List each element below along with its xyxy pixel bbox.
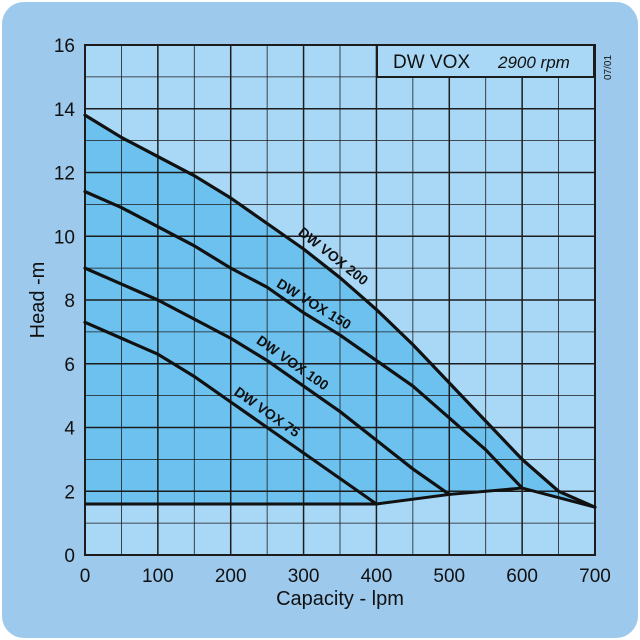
y-tick-label: 0 xyxy=(64,546,75,567)
x-tick-label: 200 xyxy=(215,566,247,587)
curve-dw-vox-100 xyxy=(83,266,451,497)
y-tick-label: 12 xyxy=(54,164,75,185)
x-tick-label: 0 xyxy=(80,566,91,587)
title-model: DW VOX xyxy=(393,52,470,73)
x-tick-label: 300 xyxy=(288,566,320,587)
y-tick-label: 14 xyxy=(54,100,76,121)
revision-code: 07/01 xyxy=(603,55,614,80)
y-axis-ticks: 0 2 4 6 8 10 12 14 16 xyxy=(54,36,76,567)
curve-dw-vox-150 xyxy=(83,190,524,490)
y-tick-label: 10 xyxy=(54,227,75,248)
y-tick-label: 4 xyxy=(64,419,75,440)
x-tick-label: 500 xyxy=(433,566,465,587)
curve-dw-vox-200 xyxy=(83,113,597,509)
x-axis-label: Capacity - lpm xyxy=(276,588,404,610)
grid-lines xyxy=(85,45,595,555)
title-box: DW VOX 2900 rpm xyxy=(376,44,595,78)
x-tick-label: 400 xyxy=(361,566,393,587)
y-tick-label: 6 xyxy=(64,355,75,376)
y-tick-label: 16 xyxy=(54,36,75,57)
title-box-frame xyxy=(376,44,595,78)
x-tick-label: 700 xyxy=(579,566,611,587)
x-axis-ticks: 0 100 200 300 400 500 600 700 xyxy=(80,566,611,587)
envelope-base-line xyxy=(85,486,596,509)
plot-border xyxy=(84,44,596,556)
y-tick-label: 8 xyxy=(64,291,75,312)
y-axis-label: Head -m xyxy=(27,262,49,339)
x-tick-label: 100 xyxy=(142,566,174,587)
pump-curves xyxy=(83,113,597,509)
x-tick-label: 600 xyxy=(506,566,538,587)
title-speed: 2900 rpm xyxy=(497,53,570,72)
y-tick-label: 2 xyxy=(64,482,75,503)
curve-dw-vox-75 xyxy=(83,320,379,506)
